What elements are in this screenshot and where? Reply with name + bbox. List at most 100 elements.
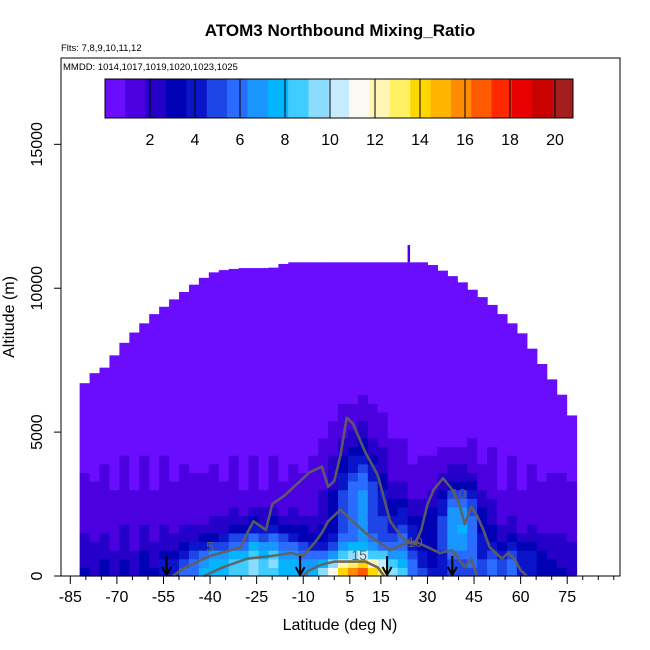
heatmap-cell [377,273,389,284]
heatmap-cell [347,506,359,517]
heatmap-cell [278,446,289,456]
heatmap-cell [467,524,478,534]
heatmap-cell [457,386,468,396]
heatmap-cell [278,567,289,577]
heatmap-cell [377,377,389,387]
heatmap-cell [149,524,160,534]
heatmap-cell [99,368,111,379]
heatmap-cell [218,472,230,482]
heatmap-cell [417,262,429,266]
heatmap-cell [89,463,101,473]
heatmap-cell [208,489,220,499]
heatmap-cell [298,265,309,275]
heatmap-cell [526,455,538,465]
heatmap-cell [516,515,528,525]
heatmap-cell [318,532,329,543]
heatmap-cell [566,567,578,577]
heatmap-cell [228,541,240,551]
heatmap-cell [218,541,230,551]
heatmap-cell [497,524,508,534]
heatmap-cell [228,420,240,430]
heatmap-cell [169,299,180,309]
heatmap-cell [238,463,250,473]
heatmap-cell [208,291,220,301]
heatmap-cell [139,342,150,353]
heatmap-cell [218,481,230,491]
heatmap-cell [208,446,220,456]
heatmap-cell [258,403,270,413]
heatmap-cell [447,455,458,465]
heatmap-cell [228,481,240,491]
heatmap-cell [377,360,389,370]
heatmap-cell [218,386,230,396]
heatmap-cell [417,325,429,335]
heatmap-cell [278,481,289,491]
heatmap-cell [338,463,349,473]
heatmap-cell [487,541,498,551]
heatmap-cell [427,567,438,577]
heatmap-cell [308,308,319,318]
heatmap-cell [447,515,458,525]
heatmap-cell [328,360,339,370]
heatmap-cell [447,368,458,379]
heatmap-cell [169,489,180,499]
heatmap-cell [149,506,160,517]
heatmap-cell [417,429,429,439]
heatmap-cell [467,334,478,344]
heatmap-cell [149,455,160,465]
colorbar-segment [552,79,574,118]
heatmap-cell [467,489,478,499]
y-axis-label: Altitude (m) [1,276,18,358]
heatmap-cell [497,541,508,551]
heatmap-cell [516,333,528,335]
heatmap-cell [338,262,349,266]
heatmap-cell [278,299,289,309]
heatmap-cell [268,411,279,422]
heatmap-cell [228,411,240,422]
heatmap-cell [546,411,558,422]
heatmap-cell [238,472,250,482]
heatmap-cell [89,481,101,491]
colorbar-segment [328,79,350,118]
heatmap-cell [506,323,518,327]
heatmap-cell [109,386,120,396]
heatmap-cell [516,429,528,439]
heatmap-cell [228,273,240,284]
heatmap-cell [228,515,240,525]
heatmap-cell [497,437,508,448]
heatmap-cell [99,550,111,560]
heatmap-cell [397,558,409,568]
heatmap-cell [258,489,270,499]
heatmap-cell [477,498,488,508]
heatmap-cell [566,437,578,448]
heatmap-cell [318,411,329,422]
heatmap-cell [218,437,230,448]
heatmap-cell [99,411,111,422]
heatmap-cell [228,455,240,465]
heatmap-cell [218,506,230,517]
heatmap-cell [437,481,448,491]
heatmap-cell [377,420,389,430]
heatmap-cell [377,515,389,525]
heatmap-cell [357,334,369,344]
heatmap-cell [536,550,548,560]
heatmap-cell [119,368,130,379]
heatmap-cell [407,446,419,456]
heatmap-cell [477,481,488,491]
heatmap-cell [268,472,279,482]
heatmap-cell [377,558,389,568]
heatmap-cell [347,498,359,508]
heatmap-cell [179,463,190,473]
heatmap-cell [179,567,190,577]
heatmap-cell [139,541,150,551]
heatmap-cell [298,498,309,508]
heatmap-cell [298,342,309,353]
contour-label: 5 [206,539,214,555]
heatmap-cell [516,351,528,361]
heatmap-cell [397,273,409,284]
heatmap-cell [437,567,448,577]
heatmap-cell [417,411,429,422]
contour-lines [172,416,528,578]
heatmap-cell [506,498,518,508]
heatmap-cell [526,481,538,491]
